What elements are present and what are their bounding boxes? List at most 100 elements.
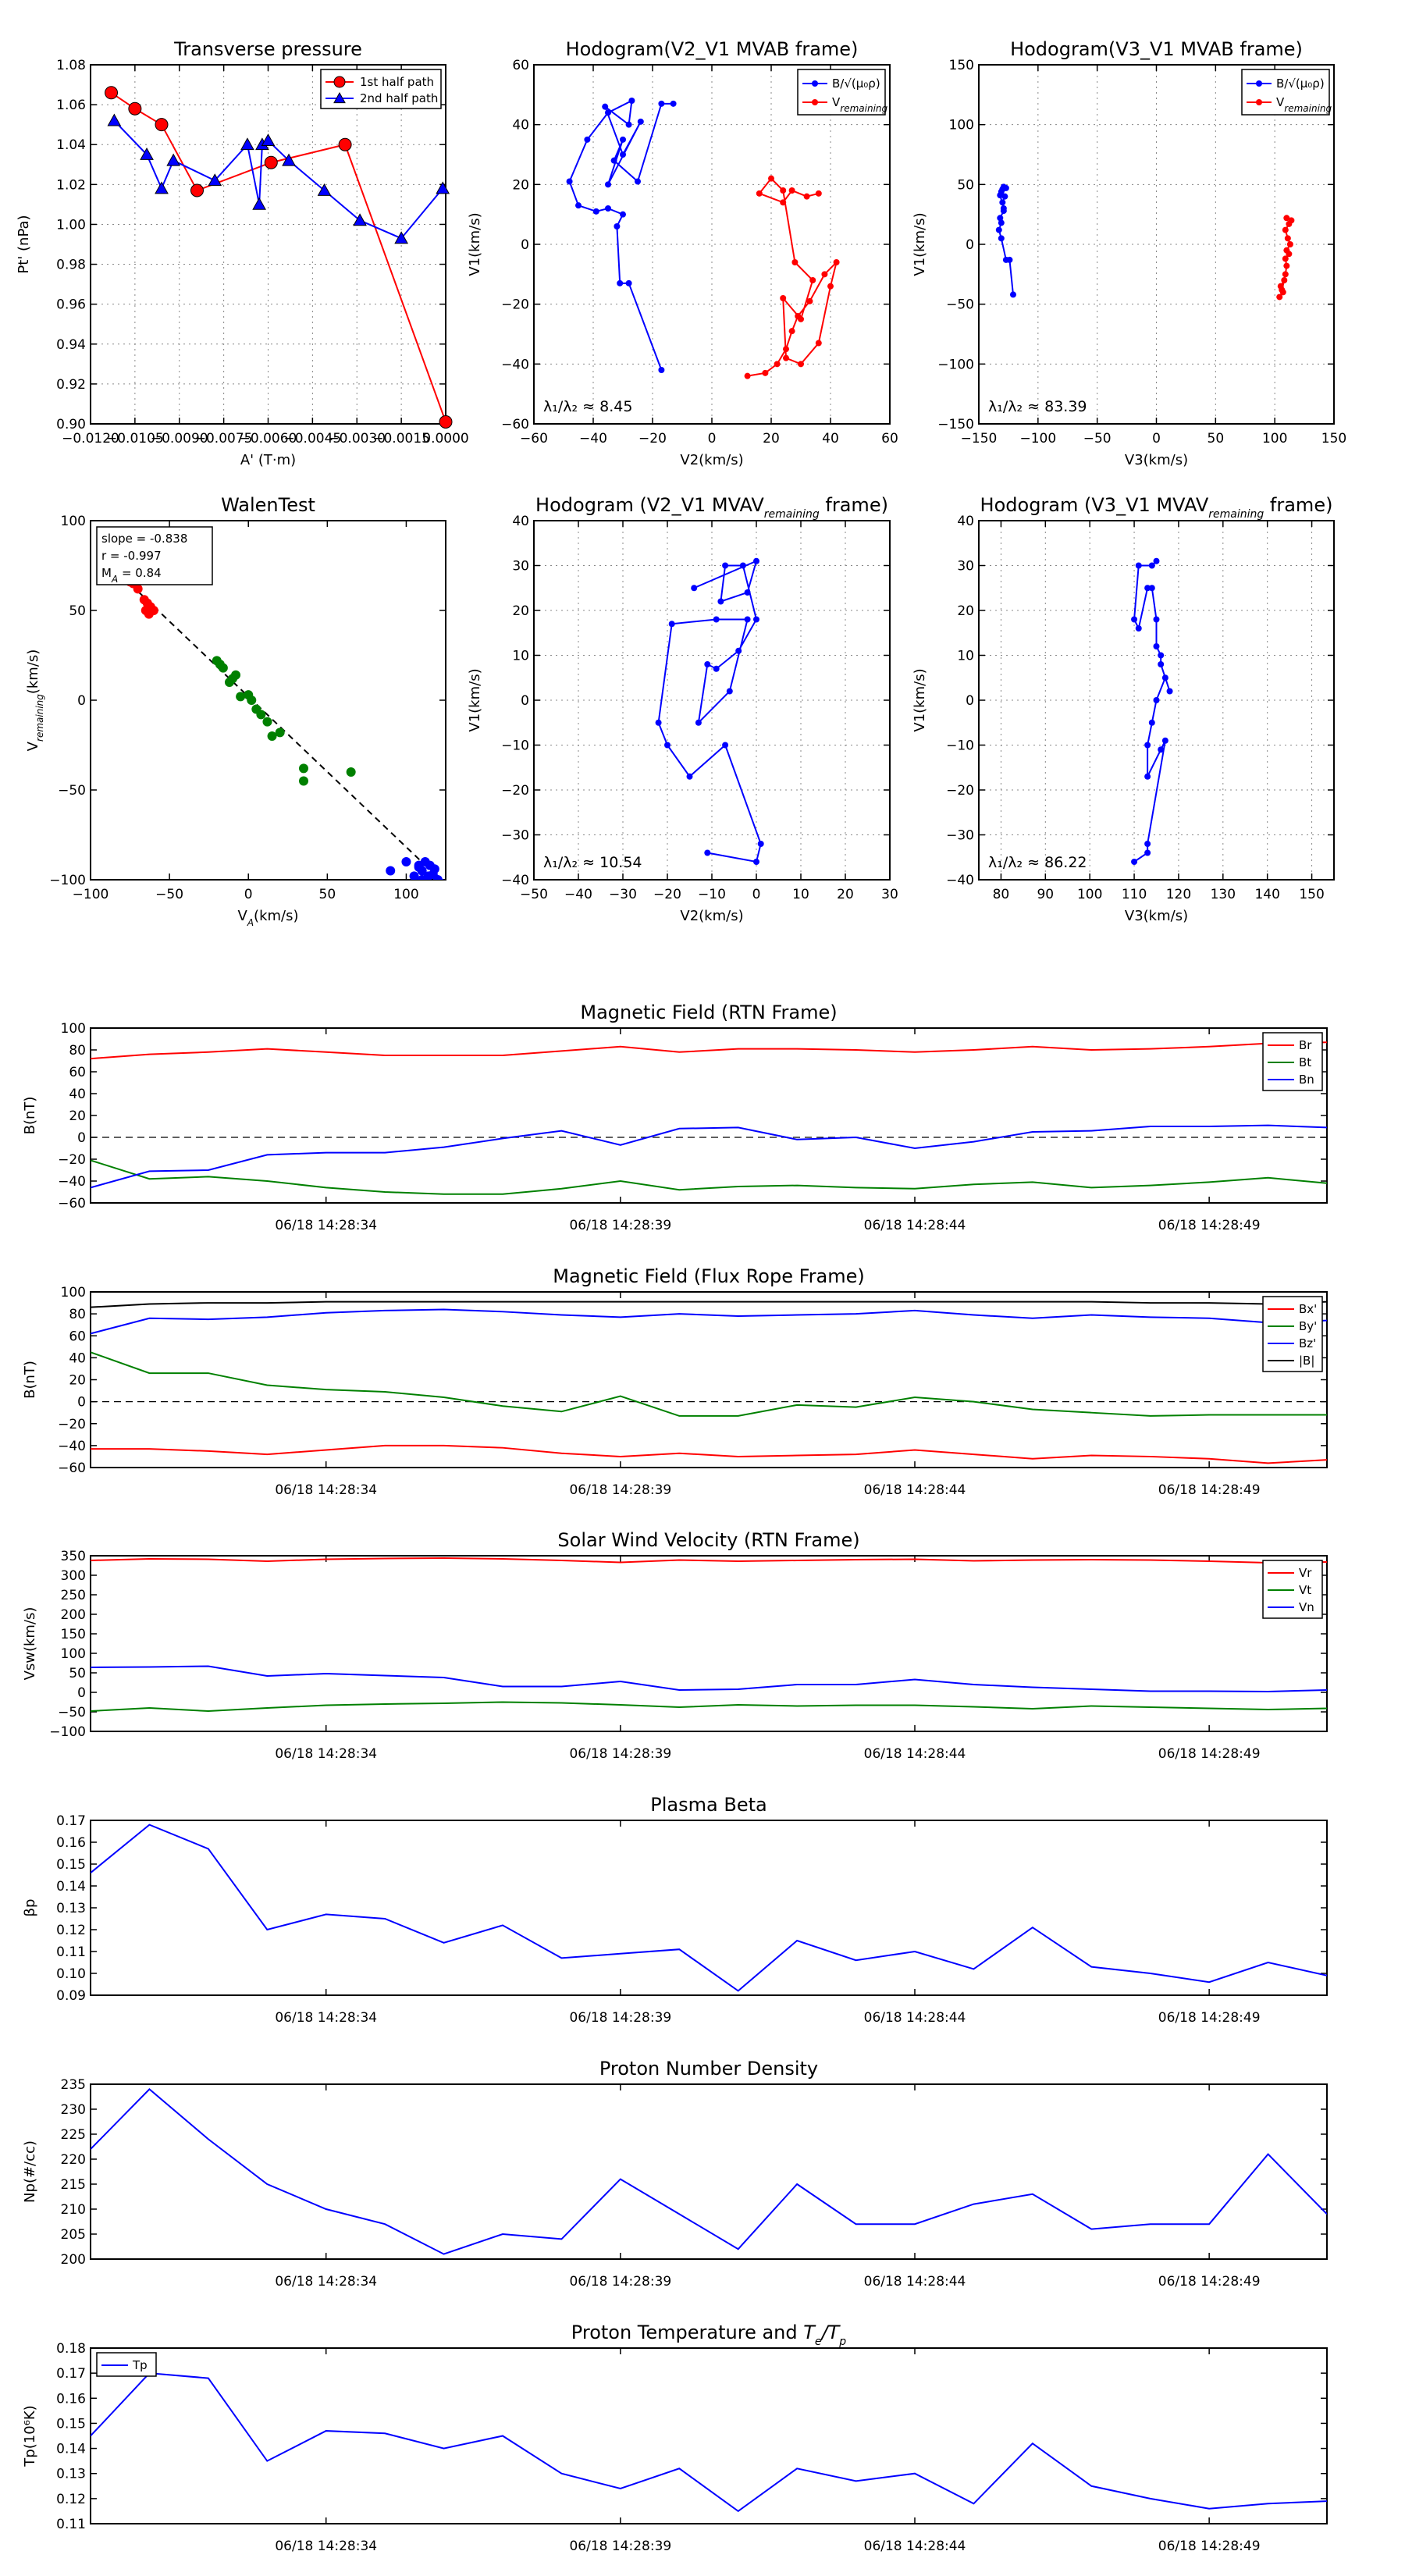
stats-box: slope = -0.838 r = -0.997 MA = 0.84 xyxy=(96,526,213,585)
y-tick-label: 50 xyxy=(69,1666,86,1681)
x-tick-label: −50 xyxy=(520,887,548,902)
y-tick-label: 0.11 xyxy=(56,2517,86,2532)
legend-label: 2nd half path xyxy=(360,91,438,105)
y-tick-label: 0 xyxy=(77,1130,86,1146)
x-tick-label: 0.0000 xyxy=(422,431,468,447)
y-tick-label: 0.17 xyxy=(56,2366,86,2382)
y-tick-label: 225 xyxy=(61,2127,86,2143)
data-point xyxy=(575,202,582,209)
data-point xyxy=(783,354,789,361)
y-tick-label: 60 xyxy=(69,1065,86,1080)
data-point xyxy=(240,137,254,151)
data-point xyxy=(1282,255,1289,262)
data-point xyxy=(409,871,419,880)
y-tick-label: 1.06 xyxy=(56,98,86,113)
data-point xyxy=(1144,849,1151,856)
y-tick-label: 0 xyxy=(521,237,529,253)
data-point xyxy=(788,187,795,194)
x-tick-label: 110 xyxy=(1122,887,1147,902)
legend-label: Bn xyxy=(1299,1073,1314,1087)
legend-label: B/√(μ₀ρ) xyxy=(1276,76,1325,91)
chart-title: Solar Wind Velocity (RTN Frame) xyxy=(557,1529,859,1551)
x-axis-label: A' (T·m) xyxy=(240,452,296,468)
data-point xyxy=(605,205,611,212)
data-point xyxy=(995,226,1002,233)
y-tick-label: 0.11 xyxy=(56,1944,86,1960)
data-point xyxy=(1281,277,1288,283)
y-tick-label: 50 xyxy=(69,603,86,619)
legend: Br Bt Bn xyxy=(1262,1032,1323,1091)
data-point xyxy=(735,647,742,654)
y-tick-label: 0.16 xyxy=(56,1835,86,1851)
y-tick-label: 100 xyxy=(61,514,86,529)
y-axis-label: Vsw(km/s) xyxy=(22,1607,38,1681)
plot-frame xyxy=(90,64,446,425)
x-tick-label: 120 xyxy=(1166,887,1191,902)
legend-label: Bt xyxy=(1299,1055,1311,1069)
chart-ts4: Plasma Beta 06/18 14:28:34 06/18 14:28:39 0… xyxy=(22,1794,1328,2026)
data-point xyxy=(386,866,396,876)
legend-label: Bx' xyxy=(1299,1302,1317,1316)
data-point xyxy=(262,717,272,727)
data-point xyxy=(592,208,599,215)
y-tick-label: 0.14 xyxy=(56,1879,86,1895)
data-point xyxy=(1276,294,1283,301)
data-point xyxy=(1002,256,1009,263)
x-tick-label: 06/18 14:28:34 xyxy=(275,2274,377,2290)
x-tick-label: 150 xyxy=(1299,887,1324,902)
data-point xyxy=(999,186,1006,193)
data-point xyxy=(614,223,621,229)
data-point xyxy=(635,178,641,185)
y-tick-label: 0.10 xyxy=(56,1966,86,1982)
data-point xyxy=(438,878,444,880)
x-tick-label: 06/18 14:28:39 xyxy=(569,2010,671,2026)
data-point xyxy=(1158,661,1165,667)
y-tick-label: 60 xyxy=(69,1329,86,1344)
y-tick-label: 0.16 xyxy=(56,2391,86,2407)
x-tick-label: −60 xyxy=(520,431,548,447)
y-tick-label: 40 xyxy=(957,514,974,529)
series-line-1 xyxy=(568,99,674,371)
data-point xyxy=(1001,193,1008,200)
y-tick-label: 0.13 xyxy=(56,2467,86,2482)
y-tick-label: 0.94 xyxy=(56,337,86,353)
data-point xyxy=(704,849,711,856)
y-tick-label: 100 xyxy=(61,1285,86,1300)
data-point xyxy=(1166,688,1173,695)
y-tick-label: 200 xyxy=(61,2252,86,2268)
legend-marker xyxy=(1256,80,1262,87)
y-tick-label: 0.15 xyxy=(56,2416,86,2432)
x-tick-label: 06/18 14:28:49 xyxy=(1158,1746,1261,1762)
y-axis-label: B(nT) xyxy=(22,1097,38,1135)
data-point xyxy=(432,875,443,880)
data-point xyxy=(815,340,822,347)
y-tick-label: 30 xyxy=(957,559,974,575)
data-point xyxy=(267,731,277,741)
x-axis-label: V3(km/s) xyxy=(1125,908,1188,924)
plot-frame xyxy=(90,1820,1328,1996)
series-line-2 xyxy=(113,119,443,240)
legend-label: Br xyxy=(1299,1038,1312,1052)
data-point xyxy=(1131,616,1138,623)
legend-label: Vr xyxy=(1299,1566,1312,1580)
chart-ts5: Proton Number Density 06/18 14:28:34 06/18… xyxy=(22,2058,1328,2290)
x-tick-label: 06/18 14:28:44 xyxy=(864,1746,966,1762)
data-point xyxy=(762,369,769,376)
data-point xyxy=(1135,562,1142,569)
data-point xyxy=(722,562,729,569)
y-tick-label: 40 xyxy=(512,514,529,529)
chart-title: Hodogram(V3_V1 MVAB frame) xyxy=(1010,38,1303,60)
legend-label: By' xyxy=(1299,1319,1317,1333)
y-tick-label: 0.18 xyxy=(56,2341,86,2357)
data-point xyxy=(128,101,142,116)
y-tick-label: 60 xyxy=(512,58,529,73)
y-tick-label: −50 xyxy=(58,1705,86,1720)
data-point xyxy=(605,181,611,188)
data-point xyxy=(1161,674,1168,681)
data-point xyxy=(602,103,609,110)
x-tick-label: 06/18 14:28:34 xyxy=(275,1218,377,1233)
y-tick-label: 20 xyxy=(69,1373,86,1389)
series-line-Bx1 xyxy=(91,1444,1327,1464)
stats-line: slope = -0.838 xyxy=(101,532,187,546)
data-point xyxy=(1009,291,1016,298)
